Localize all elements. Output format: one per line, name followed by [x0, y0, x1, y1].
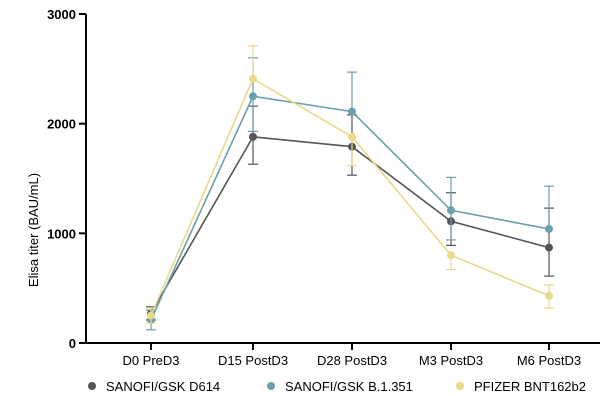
legend: SANOFI/GSK D614 SANOFI/GSK B.1.351 PFIZER … [88, 379, 586, 394]
y-axis-label: Elisa titer (BAU/mL) [26, 173, 41, 287]
y-tick-label: 3000 [47, 7, 76, 22]
legend-item: PFIZER BNT162b2 [456, 379, 586, 394]
legend-label: PFIZER BNT162b2 [474, 379, 586, 394]
data-point [249, 132, 257, 141]
data-point [348, 132, 356, 141]
x-tick-label: M6 PostD3 [517, 353, 581, 368]
axes: 0 1000 2000 3000 D0 PreD3 D15 PostD3 D28 PostD… [47, 7, 600, 368]
legend-marker [267, 382, 275, 390]
series-2 [146, 57, 554, 331]
data-point [545, 243, 553, 252]
series-line [150, 95, 550, 321]
data-point [447, 206, 455, 215]
data-point [447, 251, 455, 260]
data-point [545, 291, 553, 300]
series-line [150, 135, 550, 314]
legend-label: SANOFI/GSK B.1.351 [285, 379, 413, 394]
legend-marker [88, 382, 96, 390]
x-tick-label: D15 PostD3 [218, 353, 288, 368]
series-3 [146, 45, 554, 324]
series-layer [146, 45, 554, 331]
x-tick-label: D28 PostD3 [317, 353, 387, 368]
data-point [545, 224, 553, 233]
legend-label: SANOFI/GSK D614 [106, 379, 220, 394]
data-point [348, 107, 356, 116]
data-point [147, 311, 155, 320]
y-tick-label: 2000 [47, 117, 76, 132]
data-point [249, 92, 257, 101]
data-point [249, 74, 257, 83]
legend-marker [456, 382, 464, 390]
legend-item: SANOFI/GSK B.1.351 [267, 379, 413, 394]
x-tick-label: D0 PreD3 [122, 353, 179, 368]
legend-item: SANOFI/GSK D614 [88, 379, 220, 394]
y-tick-label: 1000 [47, 226, 76, 241]
x-tick-label: M3 PostD3 [419, 353, 483, 368]
y-tick-label: 0 [69, 336, 76, 351]
